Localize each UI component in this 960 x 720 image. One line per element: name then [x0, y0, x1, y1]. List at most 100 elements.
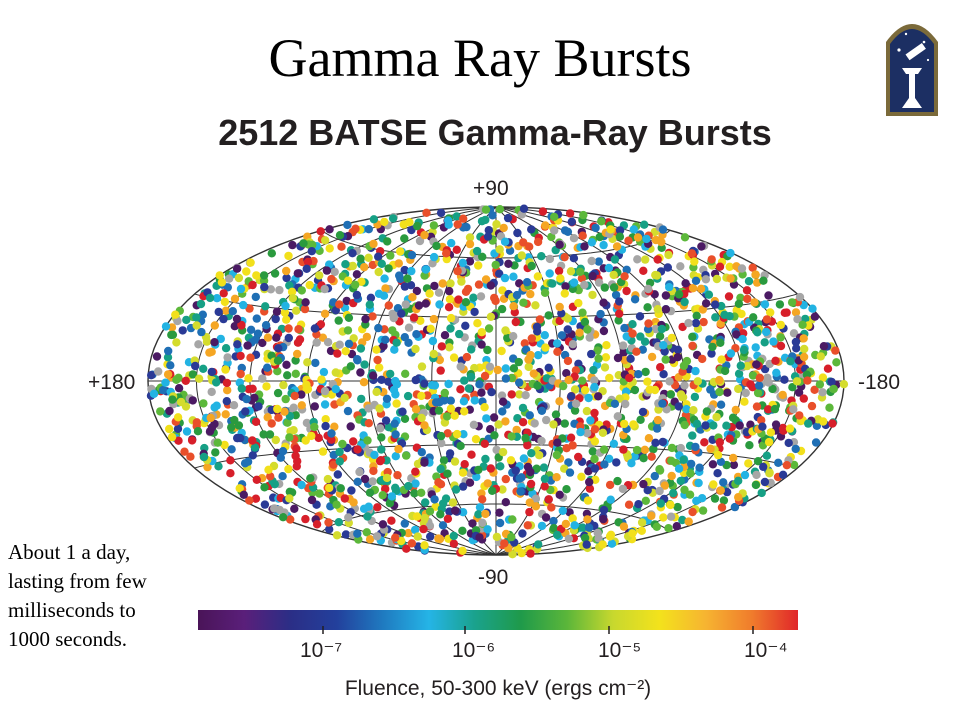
burst-point [260, 282, 269, 292]
burst-point [181, 376, 190, 385]
burst-point [386, 369, 395, 379]
note-line: 1000 seconds. [8, 627, 127, 651]
burst-point [526, 289, 535, 299]
burst-point [547, 503, 556, 512]
burst-point [621, 399, 630, 409]
burst-point [364, 225, 373, 234]
burst-point [535, 451, 544, 460]
burst-point [742, 286, 752, 295]
burst-point [388, 214, 398, 223]
burst-point [602, 341, 611, 350]
burst-point [419, 524, 428, 534]
burst-point [496, 462, 505, 471]
burst-point [701, 275, 711, 284]
burst-point [620, 272, 629, 281]
burst-point [605, 373, 614, 383]
burst-point [651, 438, 660, 447]
burst-point [460, 460, 469, 469]
burst-point [612, 242, 622, 251]
burst-point [495, 205, 505, 214]
burst-point [171, 310, 180, 319]
burst-point [471, 435, 481, 444]
burst-point [470, 396, 479, 405]
burst-point [691, 318, 701, 328]
burst-point [807, 401, 817, 411]
burst-point [353, 477, 362, 486]
burst-point [487, 387, 496, 397]
burst-point [751, 480, 761, 490]
burst-point [752, 470, 761, 480]
burst-point [584, 393, 593, 403]
burst-point [300, 304, 310, 314]
burst-point [321, 415, 330, 424]
burst-point [290, 504, 299, 513]
burst-point [453, 267, 462, 276]
burst-point [555, 397, 564, 406]
burst-point [467, 345, 476, 354]
burst-point [521, 391, 530, 400]
burst-point [564, 375, 573, 385]
burst-point [417, 391, 426, 401]
burst-point [585, 484, 595, 493]
burst-point [351, 280, 360, 289]
burst-point [776, 341, 786, 351]
burst-point [553, 438, 562, 447]
burst-point [444, 216, 453, 225]
burst-point [723, 388, 732, 397]
colorbar-label: Fluence, 50-300 keV (ergs cm⁻²) [344, 677, 652, 700]
burst-point [676, 390, 686, 399]
burst-point [478, 518, 487, 527]
burst-point [593, 346, 602, 355]
burst-point [441, 494, 451, 503]
burst-point [681, 279, 690, 288]
burst-point [698, 354, 707, 364]
burst-point [544, 363, 553, 372]
burst-point [764, 437, 774, 447]
burst-point [335, 340, 344, 349]
slide-title: Gamma Ray Bursts [268, 28, 692, 88]
burst-point [303, 257, 313, 267]
burst-point [458, 546, 467, 555]
burst-point [394, 259, 403, 268]
colorbar-tick-label: 10⁻⁵ [598, 639, 642, 662]
burst-point [428, 336, 438, 346]
burst-point [422, 208, 431, 217]
burst-point [346, 422, 355, 431]
burst-point [205, 293, 215, 303]
burst-point [580, 280, 589, 290]
burst-point [539, 463, 549, 472]
burst-point [782, 461, 792, 470]
burst-point [236, 351, 245, 361]
burst-point [501, 417, 510, 426]
burst-point [784, 438, 793, 448]
burst-point [221, 306, 231, 315]
burst-point [207, 367, 216, 377]
burst-point [372, 387, 381, 397]
burst-point [764, 378, 773, 387]
burst-point [564, 458, 573, 467]
burst-point [687, 249, 697, 258]
burst-point [680, 485, 689, 494]
burst-point [174, 436, 183, 445]
burst-point [566, 433, 576, 442]
burst-point [221, 344, 231, 353]
burst-point [498, 286, 507, 295]
burst-point [182, 315, 191, 325]
burst-point [357, 394, 366, 404]
burst-point [369, 239, 378, 249]
burst-point [273, 367, 282, 376]
burst-point [440, 331, 450, 340]
burst-point [588, 290, 597, 300]
burst-point [590, 425, 600, 434]
burst-point [443, 429, 452, 438]
burst-point [386, 251, 395, 260]
burst-point [615, 297, 624, 306]
burst-point [816, 352, 825, 361]
burst-point [661, 355, 670, 364]
burst-point [391, 430, 400, 439]
burst-point [551, 410, 561, 419]
burst-point [686, 469, 695, 478]
burst-point [641, 496, 650, 505]
burst-point [793, 315, 802, 324]
burst-point [327, 274, 336, 284]
